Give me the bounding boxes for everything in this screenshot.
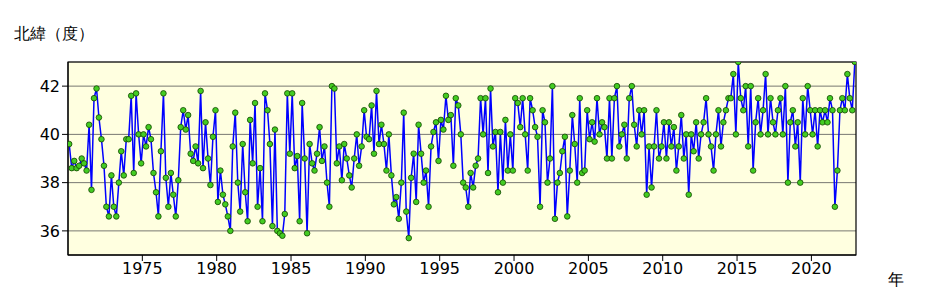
- svg-text:1975: 1975: [122, 259, 163, 278]
- svg-text:36: 36: [40, 222, 60, 241]
- svg-text:2010: 2010: [642, 259, 683, 278]
- svg-text:2000: 2000: [494, 259, 535, 278]
- svg-text:1985: 1985: [271, 259, 312, 278]
- svg-text:1995: 1995: [419, 259, 460, 278]
- svg-text:2005: 2005: [568, 259, 609, 278]
- svg-text:40: 40: [40, 125, 60, 144]
- html-text:北緯（度）: 北緯（度）: [14, 24, 94, 43]
- html-text:年: 年: [888, 270, 904, 289]
- svg-text:1980: 1980: [196, 259, 237, 278]
- svg-text:42: 42: [40, 77, 60, 96]
- svg-text:2015: 2015: [717, 259, 758, 278]
- svg-text:2020: 2020: [791, 259, 832, 278]
- svg-text:38: 38: [40, 173, 60, 192]
- svg-text:1990: 1990: [345, 259, 386, 278]
